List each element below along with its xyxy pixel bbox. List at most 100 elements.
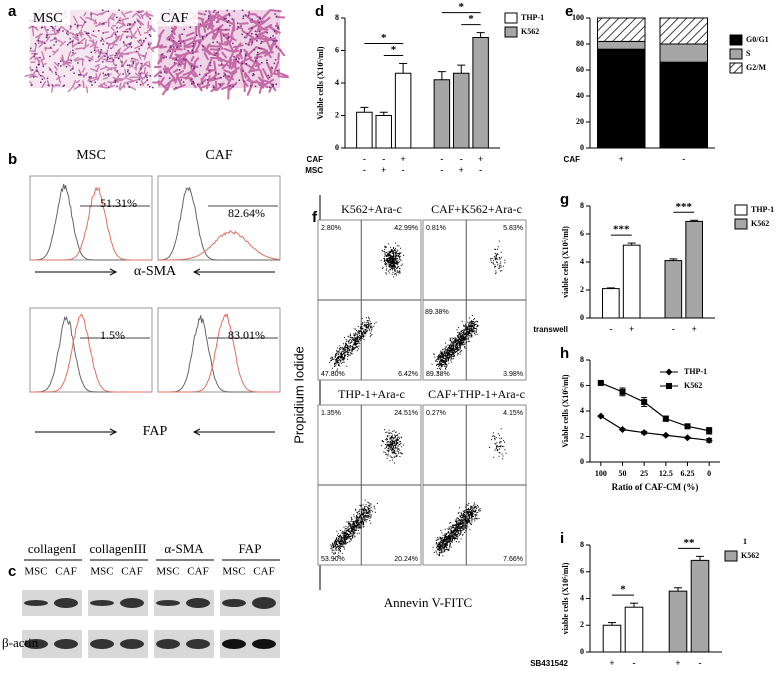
protein-label: collagenIII [89,541,146,556]
quadrant-label: 3.98% [503,371,523,378]
legend-label: K562 [741,551,759,560]
quadrant-label: 89.38% [426,371,450,378]
y-tick-label: 8 [580,201,584,210]
bar [375,115,392,149]
row-label: SB431542 [530,659,568,668]
quadrant-label: 42.99% [394,225,418,232]
quadrant-label: 6.42% [398,371,418,378]
row-sign: + [478,154,483,164]
histogram-curve [158,312,280,393]
bar-segment [597,17,646,42]
series-line [600,415,710,441]
protein-label: collagenI [28,541,76,556]
legend-label: G2/M [746,63,766,72]
bar-segment [597,40,646,50]
quadrant-label: 24.51% [394,410,418,417]
lane-label: CAF [253,566,274,578]
quadrant-label: 0.81% [426,225,446,232]
y-tick-label: 4 [580,257,584,266]
y-tick-label: 2 [580,620,584,629]
percent-label: 83.01% [228,328,265,342]
histogram-frame [157,175,281,261]
quadrant-label: 5.83% [503,225,523,232]
bar [472,37,489,149]
y-tick-label: 80 [576,39,584,48]
y-tick-label: 0 [580,313,584,322]
histogram-curve [30,186,152,261]
histogram-curve [158,229,281,261]
legend-label: THP-1 [521,13,544,22]
quadrant-label: 7.66% [503,556,523,563]
series-line [600,382,710,432]
band [186,639,210,649]
y-tick-label: 2 [580,431,584,440]
row-sign: - [382,154,385,164]
y-tick-label: 8 [580,355,584,364]
row-sign: - [440,154,443,164]
bar [664,260,683,319]
nuclei [158,9,279,89]
row-label: MSC [305,166,323,175]
band [120,598,144,608]
y-tick-label: 0 [580,457,584,466]
point [641,399,648,406]
legend-swatch [734,218,748,230]
lane-label: MSC [90,566,113,578]
band [252,639,276,649]
x-tick-label: 100 [595,469,607,478]
row-sign: - [363,154,366,164]
bar [356,111,373,149]
dots [330,429,404,560]
row-label: CAF [307,155,324,164]
band [186,598,210,608]
panel-label: h [560,345,569,362]
y-tick-label: 100 [572,13,584,22]
point [706,427,713,434]
x-axis-label: Ratio of CAF-CM (%) [612,482,699,492]
significance-label: * [391,44,397,56]
label-bg [30,10,70,26]
bar [690,559,710,653]
row-sign: + [381,165,386,175]
legend-swatch [504,12,518,24]
point [597,412,605,420]
bar-segment [659,43,708,63]
significance-label: *** [613,224,630,236]
y-tick-label: 0 [335,143,339,152]
quadrant-label: 1.35% [321,410,341,417]
lane-label: CAF [55,566,76,578]
significance-label: * [459,1,465,13]
lane-label: CAF [187,566,208,578]
legend-swatch [724,550,738,562]
marker-label: α-SMA [134,264,177,279]
quadrant-lines [318,405,421,565]
row-sign: - [479,165,482,175]
plot-title: K562+Ara-c [341,202,402,216]
histogram-frame [29,175,153,261]
row-sign: - [609,324,612,334]
bar [622,244,641,319]
protein-label: α-SMA [164,541,204,556]
row-sign: + [609,658,614,668]
image-label: CAF [161,11,188,26]
row-sign: - [363,165,366,175]
percent-label: 51.31% [100,196,137,210]
y-tick-label: 2 [580,285,584,294]
quadrant-lines [423,405,526,565]
significance-label: ** [684,537,696,549]
percent-label: 1.5% [100,328,125,342]
dots [329,242,404,373]
legend-swatch [504,26,518,38]
bar [433,79,451,149]
band [222,599,246,607]
band [222,639,246,649]
y-axis-label: Viable cells (X10⁵/ml) [316,46,325,120]
panel-label: b [8,151,17,168]
significance-label: *** [676,201,693,213]
bar [668,590,688,653]
percent-label: 82.64% [228,206,265,220]
bar [453,72,470,149]
point [640,429,648,437]
panel-label: i [560,530,564,547]
y-axis-label: viable cells (X10⁵/ml) [561,226,570,298]
